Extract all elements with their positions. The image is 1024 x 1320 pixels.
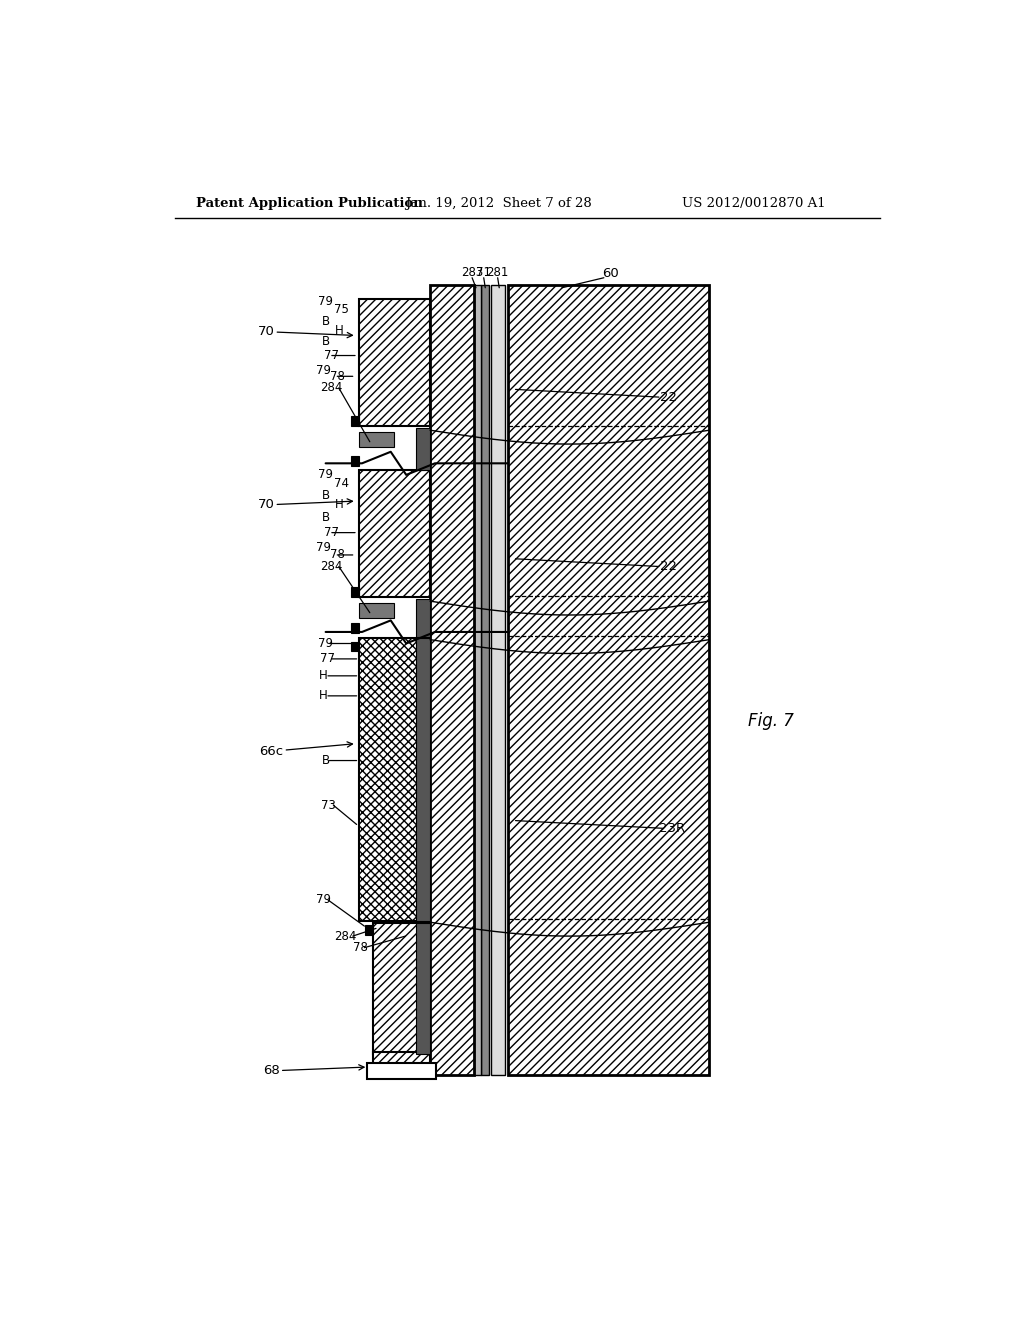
Text: 77: 77 xyxy=(325,348,339,362)
Text: 79: 79 xyxy=(315,894,331,907)
Text: H: H xyxy=(335,499,344,511)
Bar xyxy=(490,285,505,1074)
Text: 79: 79 xyxy=(315,363,331,376)
Text: 66c: 66c xyxy=(259,742,352,758)
Text: 77: 77 xyxy=(321,652,336,665)
Bar xyxy=(359,638,430,921)
Bar xyxy=(430,285,474,1074)
Bar xyxy=(417,428,430,470)
Text: B: B xyxy=(322,511,330,524)
Bar xyxy=(474,285,480,1074)
Bar xyxy=(417,638,430,921)
Text: 73: 73 xyxy=(321,799,336,812)
Bar xyxy=(417,923,430,1053)
Bar xyxy=(367,1063,436,1078)
Text: 71: 71 xyxy=(476,265,492,279)
Bar xyxy=(351,587,359,597)
Bar xyxy=(351,642,359,651)
Text: B: B xyxy=(322,335,330,348)
Bar xyxy=(359,603,394,618)
Text: Patent Application Publication: Patent Application Publication xyxy=(197,197,423,210)
Bar xyxy=(351,623,359,632)
Bar xyxy=(351,457,359,466)
Text: B: B xyxy=(322,490,330,502)
Bar xyxy=(373,923,430,1053)
Text: 70: 70 xyxy=(257,325,352,338)
Text: 70: 70 xyxy=(257,499,352,511)
Bar xyxy=(481,285,489,1074)
Text: H: H xyxy=(318,689,328,702)
Bar xyxy=(351,416,359,425)
Text: US 2012/0012870 A1: US 2012/0012870 A1 xyxy=(682,197,825,210)
Text: 60: 60 xyxy=(602,268,618,280)
Text: 74: 74 xyxy=(334,477,348,490)
Text: 75: 75 xyxy=(334,302,348,315)
Bar xyxy=(373,1052,430,1074)
Bar xyxy=(359,470,430,597)
Text: Fig. 7: Fig. 7 xyxy=(748,711,794,730)
Text: 284: 284 xyxy=(334,929,356,942)
Text: Jan. 19, 2012  Sheet 7 of 28: Jan. 19, 2012 Sheet 7 of 28 xyxy=(406,197,592,210)
Text: 77: 77 xyxy=(325,527,339,539)
Text: 284: 284 xyxy=(319,381,342,395)
Text: 79: 79 xyxy=(318,467,333,480)
Text: 79: 79 xyxy=(315,541,331,554)
Text: 281: 281 xyxy=(486,265,509,279)
Text: 22: 22 xyxy=(660,560,678,573)
Bar xyxy=(366,925,373,935)
Text: 68: 68 xyxy=(263,1064,365,1077)
Bar xyxy=(417,599,430,638)
Text: 78: 78 xyxy=(330,548,345,561)
Bar xyxy=(359,300,430,426)
Text: H: H xyxy=(318,669,328,682)
Bar xyxy=(359,432,394,447)
Text: 78: 78 xyxy=(353,941,368,954)
Text: 283: 283 xyxy=(461,265,483,279)
Text: 284: 284 xyxy=(319,560,342,573)
Text: B: B xyxy=(322,754,330,767)
Text: 22: 22 xyxy=(660,391,678,404)
Text: B: B xyxy=(322,315,330,329)
Bar xyxy=(508,285,710,1074)
Text: 79: 79 xyxy=(318,638,333,649)
Text: 23R: 23R xyxy=(659,822,685,834)
Text: H: H xyxy=(335,325,344,338)
Text: 78: 78 xyxy=(330,370,345,383)
Text: 79: 79 xyxy=(318,296,333,308)
